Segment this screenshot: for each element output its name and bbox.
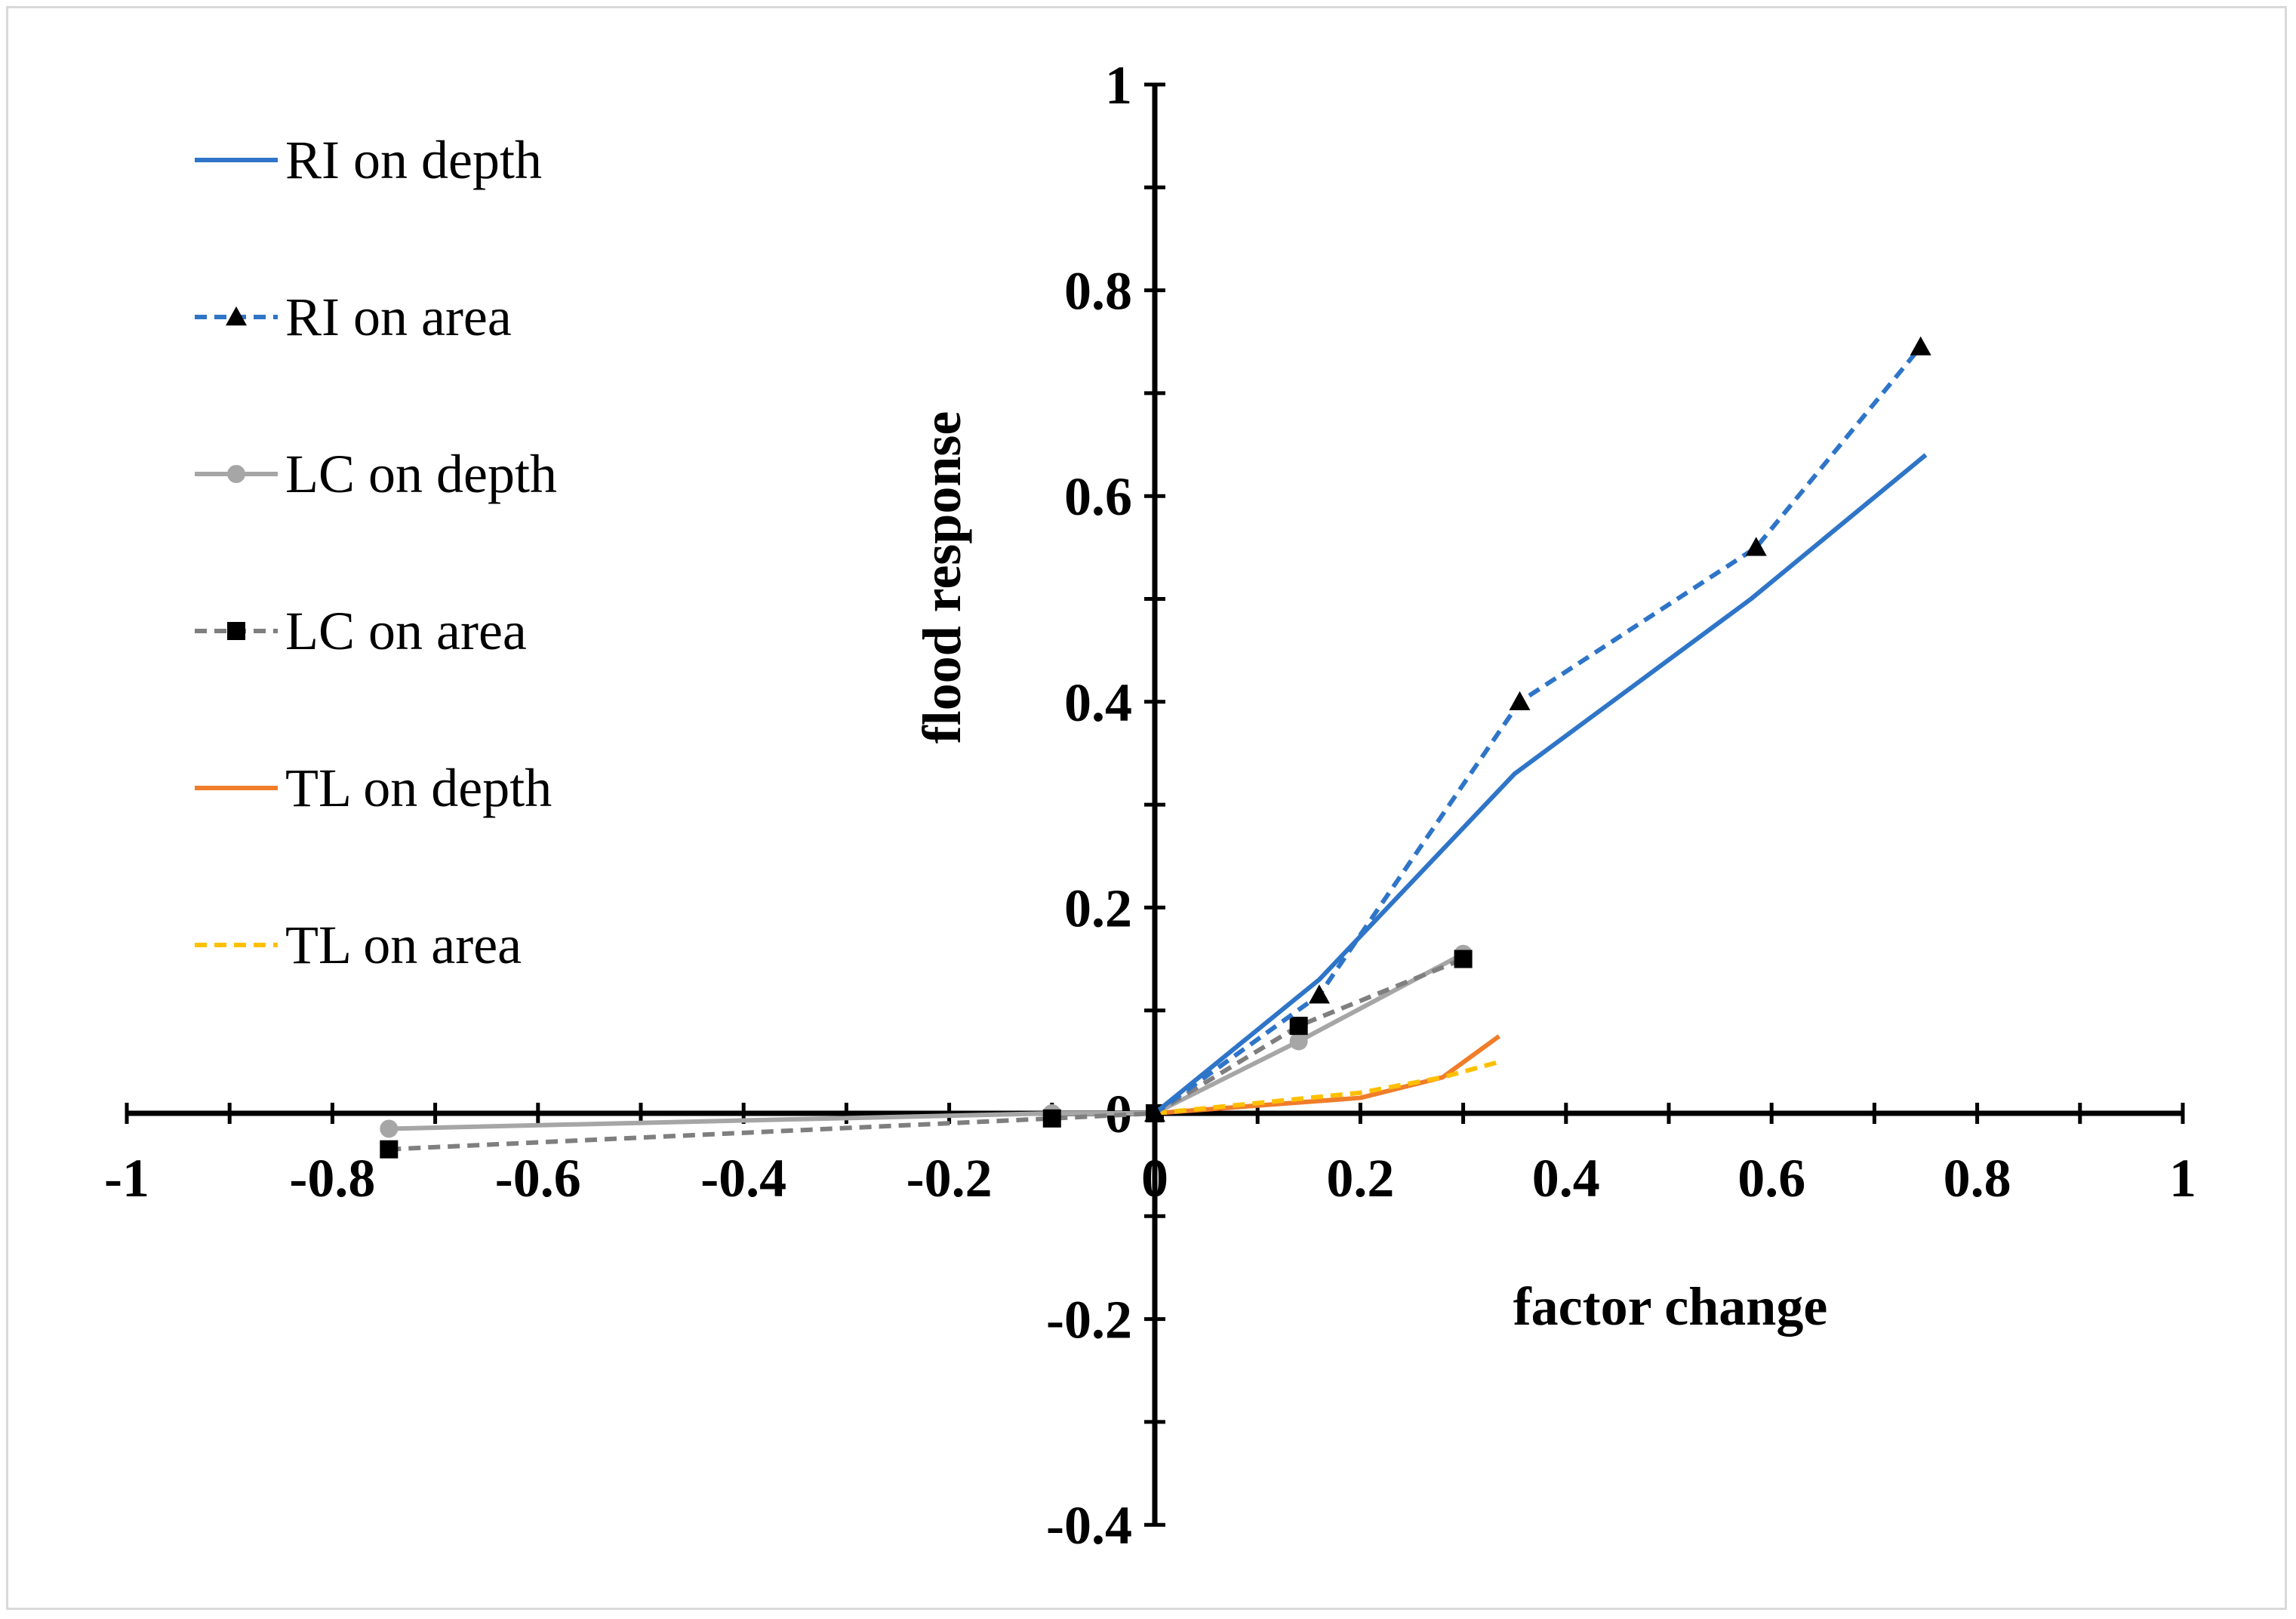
- x-axis-title: factor change: [1513, 1276, 1828, 1337]
- x-tick-label: 0.4: [1532, 1148, 1600, 1208]
- legend-swatch-marker: [227, 622, 245, 640]
- x-tick-label: 0.6: [1737, 1148, 1805, 1208]
- x-tick-label: -0.4: [700, 1148, 786, 1208]
- legend-entry: TL on area: [195, 915, 522, 975]
- chart-frame: [6, 6, 2287, 1610]
- legend-entry: LC on area: [195, 601, 527, 661]
- y-tick-label: 0.6: [1064, 466, 1132, 527]
- y-tick-label: 1: [1105, 55, 1132, 115]
- y-tick-label: -0.4: [1046, 1495, 1132, 1556]
- legend-label: LC on depth: [285, 444, 557, 504]
- data-point: [1454, 950, 1473, 968]
- series-tl-on-area: [1154, 1059, 1500, 1116]
- x-tick-label: 0.2: [1326, 1148, 1394, 1208]
- series-ri-on-depth: [1153, 453, 1928, 1116]
- x-tick-label: -0.2: [906, 1148, 993, 1208]
- legend-label: TL on area: [285, 915, 522, 975]
- x-tick-label: -1: [104, 1148, 149, 1208]
- legend-label: RI on depth: [285, 130, 542, 190]
- y-axis-title: flood response: [912, 411, 972, 744]
- y-tick-label: 0.2: [1064, 878, 1132, 938]
- series-line: [1154, 1034, 1501, 1116]
- y-tick-label: -0.2: [1046, 1290, 1132, 1350]
- x-tick-label: -0.6: [495, 1148, 581, 1208]
- y-tick-label: 0.4: [1064, 673, 1132, 733]
- series-lc-on-depth: [380, 944, 1473, 1138]
- data-point: [1144, 1103, 1165, 1122]
- data-point: [1910, 336, 1931, 356]
- data-point: [380, 1140, 399, 1159]
- x-tick-label: -0.8: [289, 1148, 375, 1208]
- data-point: [1289, 1017, 1308, 1036]
- data-point: [1509, 691, 1531, 710]
- legend-label: RI on area: [285, 287, 512, 347]
- series-line: [389, 956, 1464, 1152]
- x-tick-label: 0: [1141, 1148, 1168, 1208]
- legend-label: LC on area: [285, 601, 527, 661]
- series-line: [1154, 1059, 1500, 1116]
- data-point: [1289, 1032, 1308, 1051]
- series-ri-on-area: [1144, 336, 1931, 1122]
- legend-entry: RI on depth: [195, 130, 542, 190]
- x-tick-label: 0.8: [1944, 1148, 2011, 1208]
- data-point: [1308, 984, 1330, 1004]
- plot-series: [380, 336, 1931, 1159]
- legend-entry: TL on depth: [195, 758, 552, 818]
- data-point: [1042, 1109, 1061, 1128]
- legend-swatch-marker: [227, 465, 245, 483]
- axes: -1 -0.8 -0.6 -0.4 -0.2 0 0.2 0.4 0.6 0.8 1 -0.4 -0.2…: [104, 55, 2196, 1556]
- series-line: [1153, 345, 1923, 1116]
- legend-entry: RI on area: [195, 287, 512, 347]
- series-tl-on-depth: [1154, 1034, 1501, 1116]
- data-point: [1745, 537, 1767, 556]
- series-line: [1153, 453, 1928, 1116]
- legend-swatch-marker: [226, 306, 247, 326]
- data-point: [380, 1119, 399, 1138]
- legend-entry: LC on depth: [195, 444, 557, 504]
- legend-label: TL on depth: [285, 758, 552, 818]
- y-tick-label: 0.8: [1064, 261, 1132, 322]
- legend: RI on depth RI on area LC on depth LC on ar…: [195, 130, 557, 975]
- x-tick-label: 1: [2169, 1148, 2196, 1208]
